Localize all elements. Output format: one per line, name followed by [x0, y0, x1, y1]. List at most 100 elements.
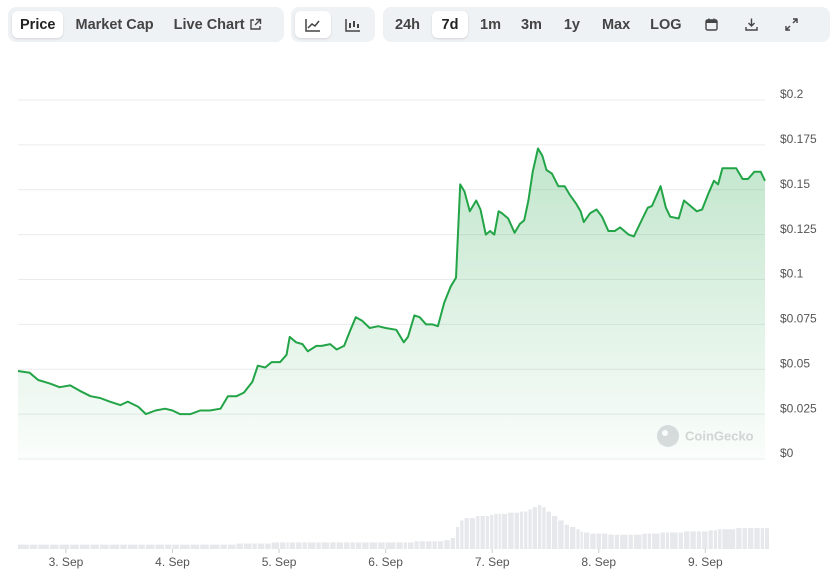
- volume-bar: [109, 544, 120, 549]
- button-label: 1y: [563, 16, 580, 33]
- volume-bar: [426, 541, 432, 549]
- y-tick-label: $0.1: [780, 267, 804, 281]
- x-tick-label: 6. Sep: [368, 555, 403, 569]
- toolbar-button[interactable]: 24h: [387, 11, 428, 38]
- volume-bar: [601, 533, 608, 549]
- y-tick-label: $0: [780, 446, 794, 460]
- price-area: [18, 148, 765, 459]
- volume-bar: [49, 544, 59, 549]
- x-tick-label: 3. Sep: [49, 555, 84, 569]
- toolbar-button[interactable]: LOG: [642, 11, 689, 38]
- volume-bar: [414, 541, 419, 549]
- volume-bar: [564, 524, 569, 549]
- toolbar-button[interactable]: 3m: [513, 11, 550, 38]
- calendar-button[interactable]: [694, 11, 730, 38]
- volume-bar: [243, 543, 252, 549]
- volume-bar: [469, 518, 476, 549]
- volume-bar: [647, 533, 652, 549]
- volume-bar: [145, 544, 155, 549]
- volume-bar: [350, 542, 355, 549]
- volume-bar: [551, 516, 558, 549]
- download-button[interactable]: [734, 11, 770, 38]
- button-label: 7d: [441, 16, 459, 33]
- volume-bar: [155, 544, 165, 549]
- volume-bar: [538, 505, 542, 549]
- button-label: 1m: [480, 16, 501, 33]
- button-label: Market Cap: [75, 16, 154, 33]
- volume-bar: [532, 507, 538, 549]
- y-tick-label: $0.175: [780, 132, 817, 146]
- volume-bar: [100, 544, 109, 549]
- volume-bar: [227, 544, 236, 549]
- watermark-text: CoinGecko: [685, 428, 754, 443]
- toolbar-button[interactable]: 1m: [472, 11, 509, 38]
- volume-bar: [236, 543, 243, 549]
- y-tick-label: $0.05: [780, 356, 810, 370]
- volume-bar: [569, 527, 576, 549]
- volume-bar: [257, 543, 265, 549]
- volume-bar: [596, 533, 601, 549]
- expand-button[interactable]: [774, 11, 810, 38]
- volume-bar: [165, 544, 172, 549]
- volume-bar: [608, 534, 614, 549]
- volume-bar: [519, 511, 524, 549]
- volume-bar: [652, 533, 660, 549]
- toolbar-button[interactable]: 7d: [432, 11, 468, 38]
- candle-view-button[interactable]: [335, 11, 371, 38]
- volume-bar: [408, 542, 414, 549]
- volume-bar: [179, 544, 190, 549]
- x-tick-label: 7. Sep: [475, 555, 510, 569]
- volume-bar: [419, 541, 426, 549]
- volume-bar: [172, 544, 179, 549]
- volume-bar: [18, 544, 29, 549]
- volume-bar: [271, 542, 280, 549]
- volume-bar: [702, 531, 708, 549]
- volume-bar: [546, 511, 551, 549]
- line-view-button[interactable]: [295, 11, 331, 38]
- toolbar-button[interactable]: Max: [594, 11, 638, 38]
- volume-bar: [542, 507, 546, 549]
- volume-bar: [464, 518, 469, 549]
- volume-bar: [742, 528, 747, 549]
- volume-bar: [583, 532, 590, 549]
- volume-bar: [665, 532, 670, 549]
- toolbar-button[interactable]: Market Cap: [67, 11, 161, 38]
- toolbar-button[interactable]: Price: [12, 11, 64, 38]
- volume-bar: [501, 513, 508, 549]
- volume-bar: [628, 534, 633, 549]
- volume-bar: [252, 543, 257, 549]
- price-line: [17, 147, 766, 416]
- volume-bar: [79, 544, 90, 549]
- volume-bar: [138, 544, 145, 549]
- volume-bar: [614, 534, 620, 549]
- volume-bar: [444, 540, 450, 549]
- volume-bar: [678, 532, 684, 549]
- volume-bar: [528, 509, 532, 549]
- volume-bar: [494, 513, 498, 549]
- tab-group: Price Market Cap Live Chart: [8, 7, 284, 42]
- volume-bar: [633, 534, 642, 549]
- y-tick-label: $0.2: [780, 87, 804, 101]
- range-group: 24h 7d 1m 3m 1y Max LOG: [383, 7, 830, 42]
- volume-bar: [660, 532, 665, 549]
- button-label: Max: [601, 16, 631, 33]
- volume-bar: [485, 516, 490, 549]
- volume-bar: [718, 529, 722, 549]
- volume-bar: [642, 533, 647, 549]
- volume-bar: [620, 534, 628, 549]
- toolbar-button[interactable]: Live Chart: [166, 11, 270, 38]
- volume-bar: [514, 512, 519, 549]
- volume-bar: [120, 544, 127, 549]
- volume-bar: [336, 542, 344, 549]
- volume-bar: [59, 544, 70, 549]
- volume-bar: [362, 542, 369, 549]
- volume-bar: [38, 544, 49, 549]
- volume-bar: [690, 531, 696, 549]
- toolbar-button[interactable]: 1y: [554, 11, 590, 38]
- volume-bar: [280, 542, 286, 549]
- button-label: Live Chart: [173, 16, 245, 33]
- y-tick-label: $0.125: [780, 222, 817, 236]
- volume-bar: [713, 530, 718, 549]
- volume-bar: [265, 543, 271, 549]
